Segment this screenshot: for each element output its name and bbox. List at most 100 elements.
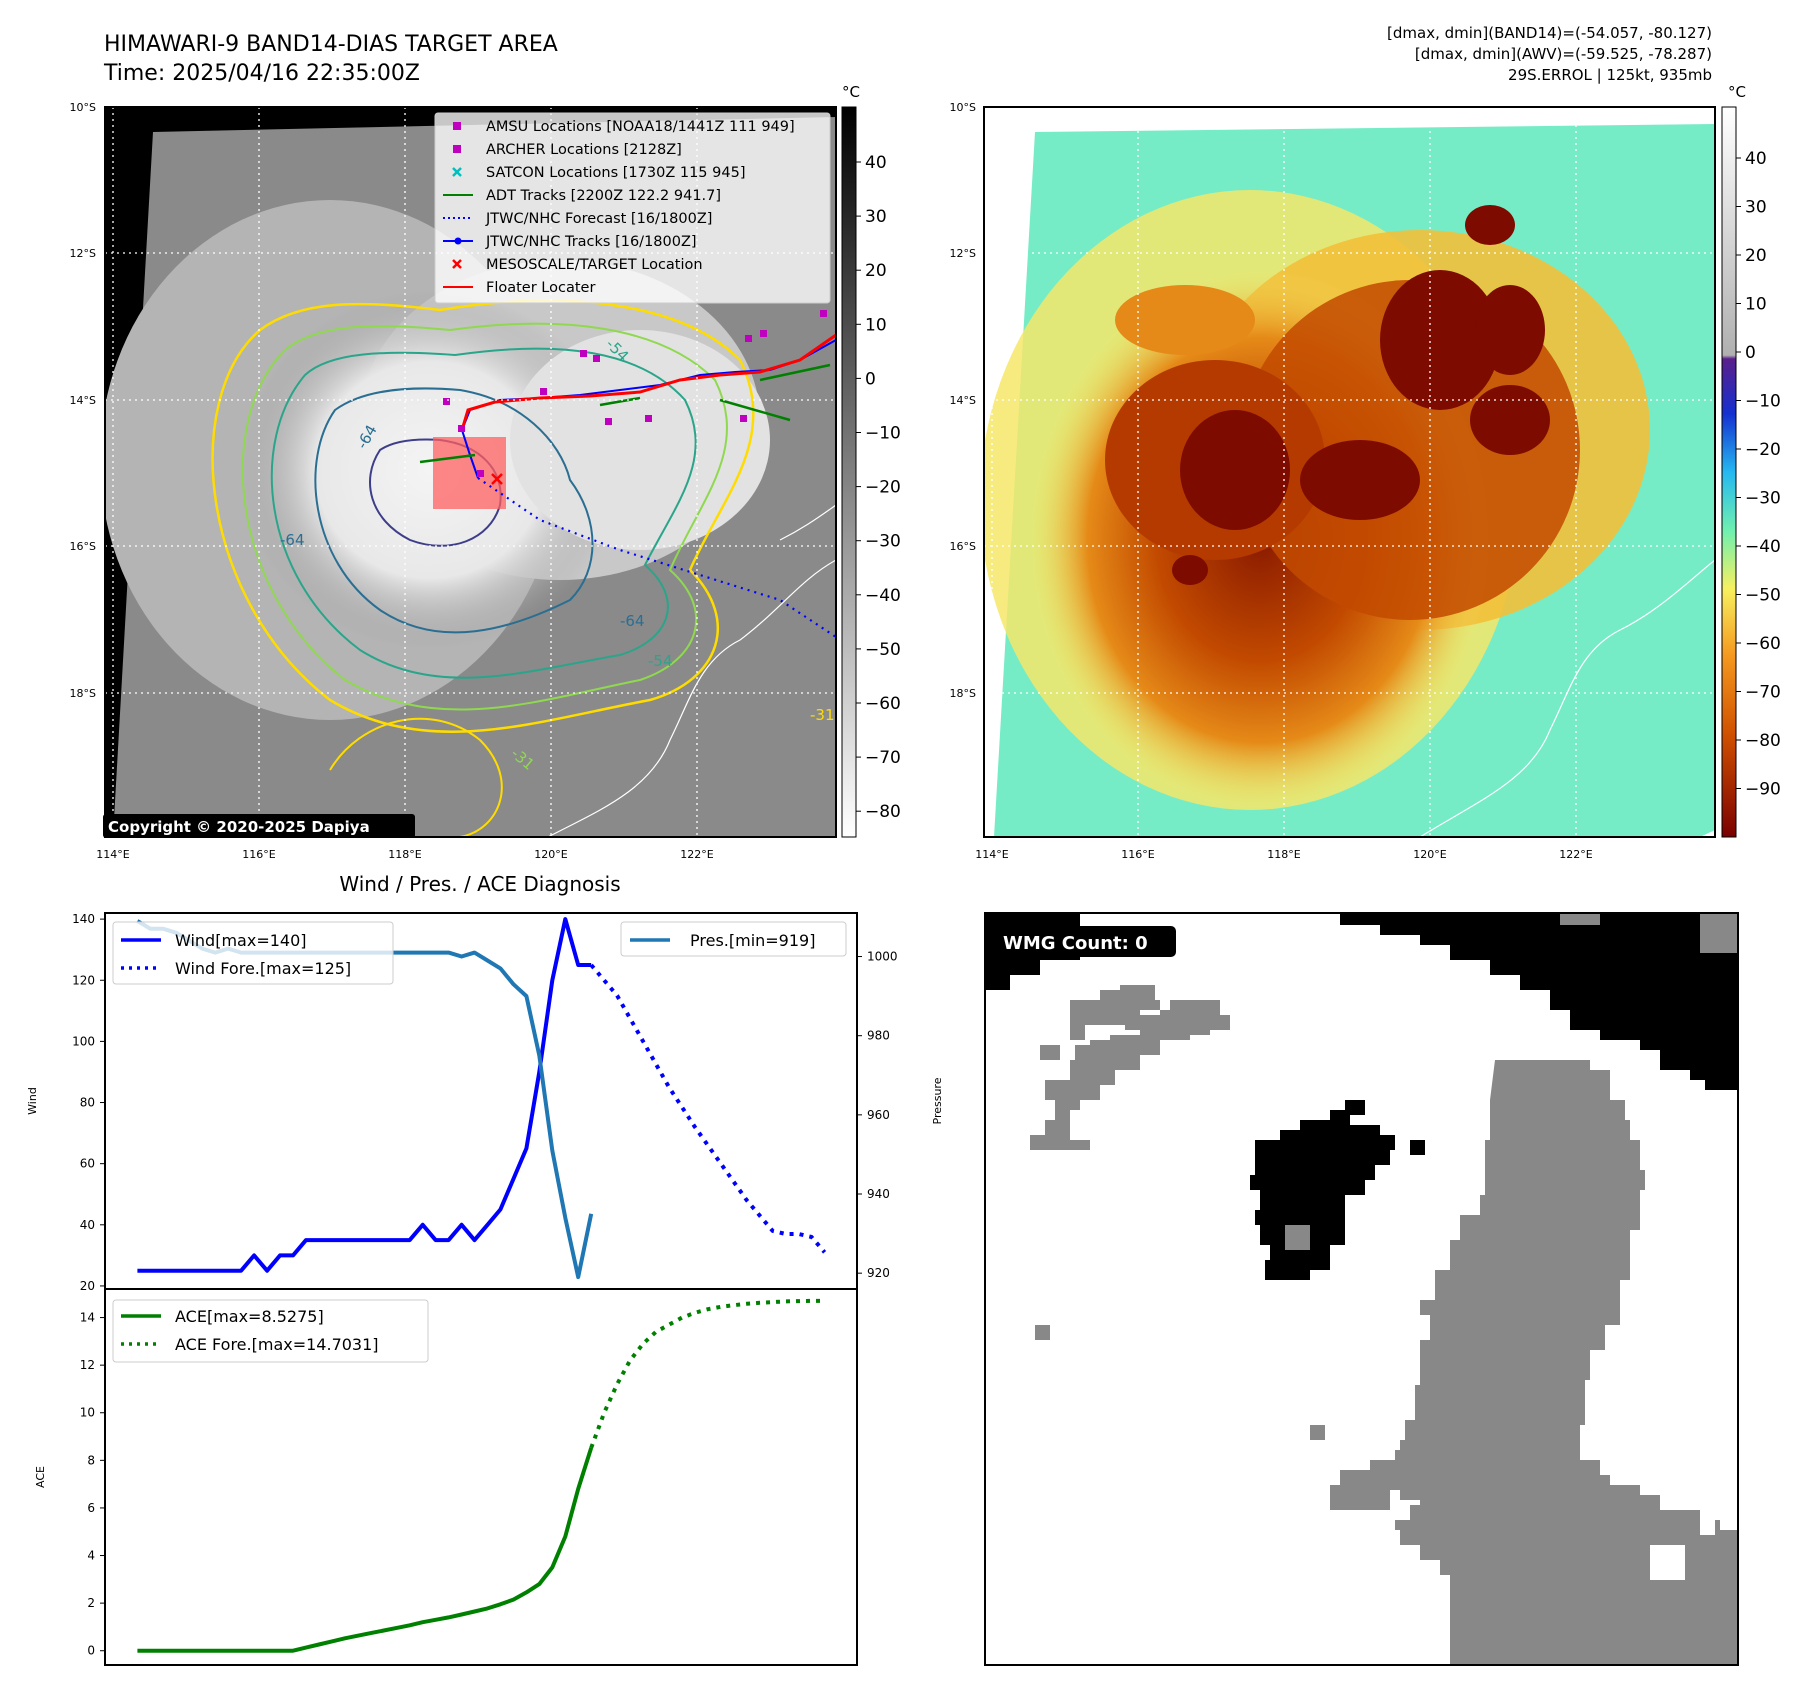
series-line-wind-fore-max-125 [589, 963, 827, 1254]
y2-tick-label: 920 [867, 1266, 890, 1280]
pressure-legend-label: Pres.[min=919] [690, 931, 815, 950]
colorbar-tick-label: −40 [865, 586, 901, 606]
svg-text:12°S: 12°S [70, 247, 96, 260]
ace-forecast-legend-label: ACE Fore.[max=14.7031] [175, 1335, 379, 1354]
svg-text:10°S: 10°S [950, 101, 976, 114]
colorbar-tick-label: −20 [1745, 440, 1781, 460]
y-tick-label: 12 [80, 1358, 95, 1372]
ace-legend: ACE[max=8.5275] ACE Fore.[max=14.7031] [112, 1299, 429, 1363]
pressure-y-label: Pressure [931, 1077, 944, 1124]
wind-legend-label: Wind[max=140] [175, 931, 307, 950]
legend-archer: ARCHER Locations [2128Z] [453, 142, 682, 158]
colorbar-tick-label: −10 [1745, 392, 1781, 412]
figure-title-line1: HIMAWARI-9 BAND14-DIAS TARGET AREA [104, 32, 558, 57]
amsu-archer-markers [443, 310, 827, 477]
y-tick-label: 6 [87, 1501, 95, 1515]
pressure-y-ticks: 920 940 960 980 1000 [857, 950, 898, 1280]
colorbar-tick-label: −40 [1745, 537, 1781, 557]
awv-colorbar-ticks: 40 30 20 10 0 −10 −20 −30 −40 −50 −60 −70 −80 −90 [1736, 149, 1781, 800]
awv-lat-labels: 10°S 12°S 14°S 16°S 18°S [950, 101, 976, 700]
y-tick-label: 80 [80, 1096, 95, 1110]
legend-jtwc-tracks: JTWC/NHC Tracks [16/1800Z] [443, 234, 697, 250]
svg-text:116°E: 116°E [242, 848, 275, 861]
y-tick-label: 60 [80, 1157, 95, 1171]
colorbar-tick-label: 20 [1745, 246, 1767, 266]
copyright-badge: Copyright © 2020-2025 Dapiya [103, 814, 415, 838]
contour-label-4: -54 [648, 652, 673, 670]
colorbar-tick-label: 10 [865, 315, 887, 335]
svg-text:122°E: 122°E [1559, 848, 1592, 861]
wmg-mask-image [985, 913, 1738, 1665]
y-tick-label: 0 [87, 1644, 95, 1658]
wind-legend: Wind[max=140] Wind Fore.[max=125] [112, 921, 394, 985]
y-tick-label: 120 [72, 973, 95, 987]
colorbar-tick-label: 30 [1745, 198, 1767, 218]
svg-text:ADT Tracks [2200Z 122.2 941.7]: ADT Tracks [2200Z 122.2 941.7] [486, 188, 721, 204]
wmg-count-badge: WMG Count: 0 [993, 926, 1176, 957]
legend-adt: ADT Tracks [2200Z 122.2 941.7] [443, 188, 721, 204]
colorbar-tick-label: −50 [865, 640, 901, 660]
colorbar-tick-label: −30 [1745, 489, 1781, 509]
svg-text:122°E: 122°E [680, 848, 713, 861]
y-tick-label: 10 [80, 1406, 95, 1420]
legend-floater: Floater Locater [443, 280, 595, 296]
mesoscale-target-box [433, 437, 506, 509]
ir-lat-labels: 10°S 12°S 14°S 16°S 18°S [70, 101, 96, 700]
y2-tick-label: 960 [867, 1108, 890, 1122]
adt-track-segments [419, 363, 831, 464]
legend-satcon: SATCON Locations [1730Z 115 945] [452, 165, 745, 181]
contour-label-2: -64 [280, 531, 305, 549]
svg-text:JTWC/NHC Tracks [16/1800Z]: JTWC/NHC Tracks [16/1800Z] [485, 234, 697, 250]
svg-text:114°E: 114°E [96, 848, 129, 861]
y2-tick-label: 980 [867, 1029, 890, 1043]
y-tick-label: 8 [87, 1453, 95, 1467]
svg-text:MESOSCALE/TARGET Location: MESOSCALE/TARGET Location [486, 257, 703, 273]
svg-text:116°E: 116°E [1121, 848, 1154, 861]
y2-tick-label: 940 [867, 1187, 890, 1201]
figure-title-line2: Time: 2025/04/16 22:35:00Z [103, 61, 420, 86]
legend-mesoscale-target: MESOSCALE/TARGET Location [452, 257, 703, 273]
ace-y-label: ACE [34, 1466, 47, 1488]
colorbar-tick-label: 40 [865, 153, 887, 173]
ir-colorbar-unit: °C [842, 83, 860, 101]
awv-lon-labels: 114°E 116°E 118°E 120°E 122°E [975, 848, 1592, 861]
series-line-ace-max-8-5275 [137, 1447, 594, 1653]
y-tick-label: 20 [80, 1279, 95, 1293]
y-tick-label: 40 [80, 1218, 95, 1232]
pressure-legend: Pres.[min=919] [620, 921, 847, 957]
colorbar-tick-label: 0 [865, 369, 876, 389]
colorbar-tick-label: −80 [1745, 731, 1781, 751]
colorbar-tick-label: −90 [1745, 780, 1781, 800]
svg-text:120°E: 120°E [534, 848, 567, 861]
wind-forecast-legend-label: Wind Fore.[max=125] [175, 959, 351, 978]
contour-label-7: -31 [810, 706, 835, 724]
wmg-panel: WMG Count: 0 [984, 912, 1739, 1666]
ir-panel: -64 -64 -64 -54 -54 -31 -31 [103, 83, 901, 838]
wind-y-ticks: 20 40 60 80 100 120 140 [72, 912, 105, 1293]
dmax-band14: [dmax, dmin](BAND14)=(-54.057, -80.127) [1387, 24, 1712, 42]
colorbar-tick-label: −70 [1745, 683, 1781, 703]
awv-panel: °C 40 30 20 10 0 −10 −20 −30 −40 −50 −60 −70 −80 −90 [983, 83, 1781, 838]
colorbar-tick-label: −20 [865, 478, 901, 498]
svg-text:16°S: 16°S [950, 540, 976, 553]
colorbar-tick-label: −30 [865, 532, 901, 552]
floater-track [460, 333, 836, 431]
colorbar-tick-label: −80 [865, 802, 901, 822]
svg-text:118°E: 118°E [388, 848, 421, 861]
colorbar-tick-label: 0 [1745, 343, 1756, 363]
ir-lon-labels: 114°E 116°E 118°E 120°E 122°E [96, 848, 713, 861]
svg-text:14°S: 14°S [950, 394, 976, 407]
dmax-awv: [dmax, dmin](AWV)=(-59.525, -78.287) [1415, 45, 1712, 63]
colorbar-tick-label: 20 [865, 261, 887, 281]
ir-colorbar-ticks: 40 30 20 10 0 −10 −20 −30 −40 −50 −60 −70 −80 [856, 153, 901, 822]
svg-text:WMG Count: 0: WMG Count: 0 [1003, 933, 1148, 954]
wind-pressure-chart: Wind / Pres. / ACE Diagnosis Wind Pressu… [26, 872, 944, 1293]
svg-text:12°S: 12°S [950, 247, 976, 260]
colorbar-tick-label: −50 [1745, 586, 1781, 606]
svg-text:120°E: 120°E [1413, 848, 1446, 861]
ace-chart: ACE 0 2 4 6 8 10 12 14 ACE[max=8.5275] ACE Fore… [34, 1288, 858, 1666]
svg-text:JTWC/NHC Forecast [16/1800Z]: JTWC/NHC Forecast [16/1800Z] [485, 211, 712, 227]
ace-series-layer [137, 1298, 825, 1653]
colorbar-tick-label: 40 [1745, 149, 1767, 169]
